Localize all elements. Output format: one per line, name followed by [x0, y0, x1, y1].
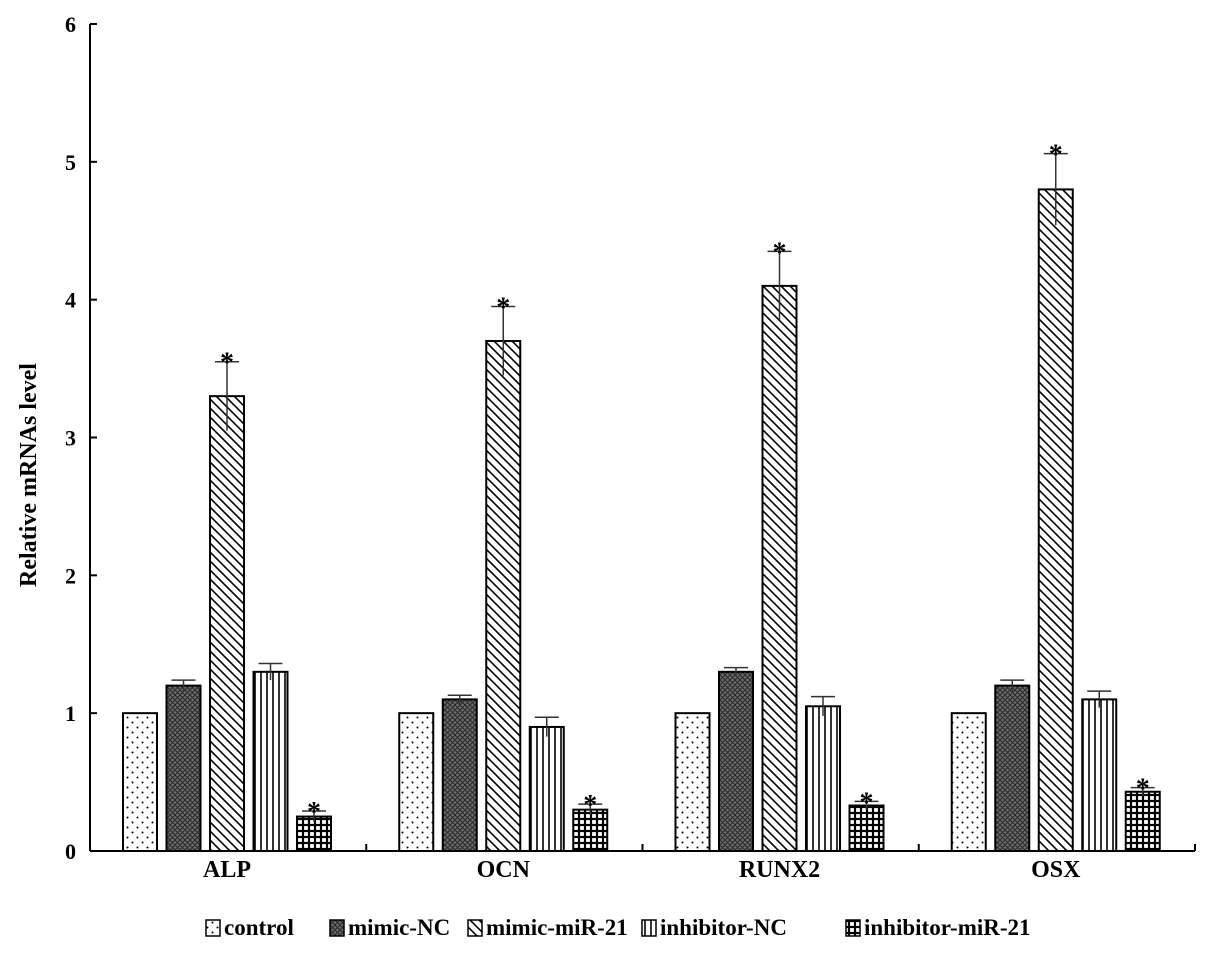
bars-group: ALP * * OCN * * RUNX2 * * OSX * *: [122, 140, 1161, 883]
bar: [994, 684, 1031, 852]
legend-swatch: [205, 919, 221, 937]
bar: [528, 725, 565, 853]
significance-marker: *: [773, 237, 787, 268]
bar: [1081, 698, 1118, 853]
significance-marker: *: [1136, 774, 1150, 805]
significance-marker: *: [220, 348, 234, 379]
category-label: OCN: [477, 857, 531, 883]
legend-label: mimic-miR-21: [486, 915, 628, 940]
legend-label: control: [224, 915, 294, 940]
legend-swatch: [641, 919, 657, 937]
bar: [296, 815, 332, 853]
bar: [165, 684, 202, 852]
bar: [1037, 188, 1074, 852]
bar: [572, 808, 609, 853]
significance-marker: *: [583, 790, 597, 821]
bar: [761, 284, 798, 852]
y-axis-title: Relative mRNAs level: [16, 363, 42, 587]
y-tick-label: 1: [65, 701, 76, 726]
y-tick-label: 5: [65, 150, 76, 175]
bar: [1124, 790, 1161, 853]
bar: [485, 340, 522, 852]
y-tick-label: 6: [65, 12, 76, 37]
bar: [674, 712, 711, 853]
bar: [950, 712, 987, 853]
significance-marker: *: [496, 293, 510, 324]
y-tick-label: 3: [65, 426, 76, 451]
bar: [848, 804, 885, 853]
legend-swatch: [467, 919, 483, 937]
category-label: RUNX2: [739, 857, 820, 883]
significance-marker: *: [1049, 140, 1063, 171]
bar: [805, 705, 841, 853]
y-tick-label: 4: [65, 288, 76, 313]
legend-label: inhibitor-miR-21: [864, 915, 1031, 940]
bar: [209, 395, 245, 852]
bar: [718, 670, 754, 852]
significance-marker: *: [860, 787, 874, 818]
category-label: OSX: [1031, 857, 1081, 883]
legend-swatch: [329, 919, 345, 937]
bar: [122, 712, 158, 853]
significance-marker: *: [307, 797, 321, 828]
bar: [441, 698, 478, 853]
bar: [252, 670, 289, 852]
y-tick-label: 2: [65, 563, 76, 588]
legend: control mimic-NC mimic-miR-21 inhibitor-NC i…: [205, 915, 1031, 940]
category-label: ALP: [203, 857, 251, 883]
bar: [398, 712, 435, 853]
legend-swatch: [845, 919, 861, 937]
legend-label: mimic-NC: [348, 915, 450, 940]
legend-label: inhibitor-NC: [660, 915, 787, 940]
y-tick-label: 0: [65, 839, 76, 864]
